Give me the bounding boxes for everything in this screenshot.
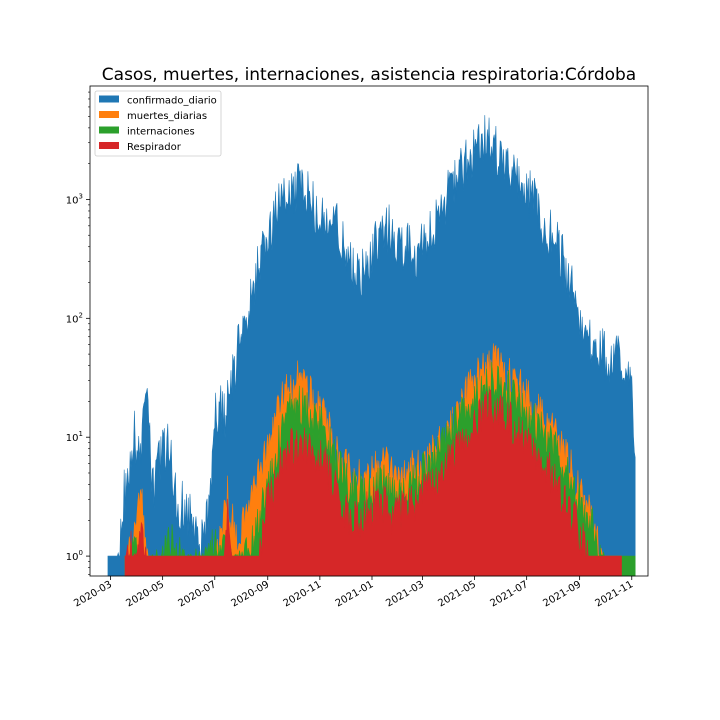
y-tick-label: 101: [66, 430, 83, 444]
legend-label-Respirador: Respirador: [127, 142, 182, 153]
legend-box: [94, 90, 222, 157]
x-tick-label: 2021-07: [488, 579, 530, 609]
legend: confirmado_diario muertes_diarias internac…: [94, 90, 222, 157]
legend-swatch-muertes_diarias: [99, 111, 119, 118]
x-tick-label: 2021-01: [334, 579, 376, 609]
y-tick-label: 102: [66, 311, 83, 325]
x-tick-label: 2021-03: [384, 579, 426, 609]
x-tick-label: 2020-09: [230, 579, 272, 609]
chart-title: Casos, muertes, internaciones, asistenci…: [102, 65, 636, 85]
legend-swatch-confirmado_diario: [99, 95, 119, 103]
y-tick-label: 103: [66, 192, 83, 206]
x-tick-label: 2021-09: [541, 579, 583, 609]
legend-label-confirmado_diario: confirmado_diario: [127, 96, 217, 107]
legend-swatch-Respirador: [99, 142, 119, 149]
y-tick-label: 100: [66, 549, 83, 563]
plot-frame: [89, 85, 649, 577]
legend-swatch-internaciones: [99, 126, 119, 134]
x-tick-label: 2020-05: [124, 579, 166, 609]
legend-label-muertes_diarias: muertes_diarias: [127, 111, 207, 122]
x-tick-label: 2020-11: [282, 579, 324, 609]
series-area-Respirador: [124, 389, 622, 577]
x-tick-label: 2021-05: [436, 579, 478, 609]
x-tick-label: 2020-03: [72, 579, 114, 609]
y-axis: 100 101 102 103: [66, 91, 90, 575]
x-axis: 2020-03 2020-05 2020-07 2020-09 2020-11 2021-…: [72, 576, 635, 609]
x-tick-label: 2021-11: [594, 579, 636, 609]
x-tick-label: 2020-07: [177, 579, 219, 609]
legend-label-internaciones: internaciones: [127, 127, 195, 138]
series-layer: [107, 115, 636, 577]
